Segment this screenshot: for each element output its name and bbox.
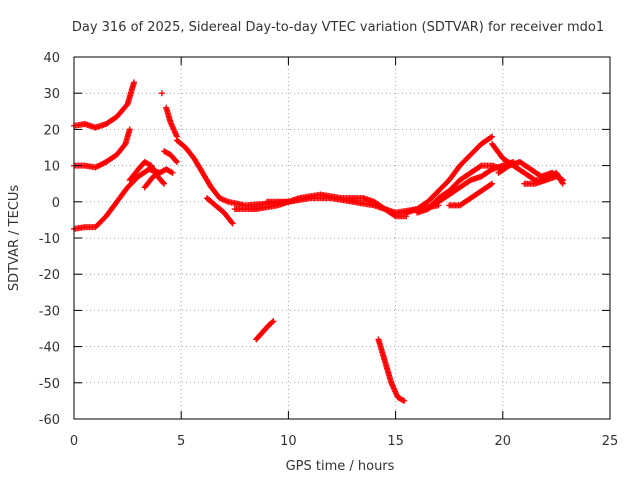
x-tick-label: 0 bbox=[70, 434, 78, 449]
data-point bbox=[399, 397, 406, 404]
x-tick-label: 25 bbox=[602, 434, 619, 449]
x-tick-label: 20 bbox=[495, 434, 512, 449]
data-point bbox=[229, 220, 236, 227]
y-axis-label: SDTVAR / TECUs bbox=[7, 185, 22, 292]
y-tick-label: 30 bbox=[43, 87, 60, 102]
data-point bbox=[126, 126, 133, 133]
chart-title: Day 316 of 2025, Sidereal Day-to-day VTE… bbox=[72, 20, 604, 35]
axis-ticks: -60 -50 -40 -30 -20 -10 0 10 20 30 40 0 5 10 15 20 25 bbox=[39, 51, 619, 449]
series-track-n bbox=[375, 336, 408, 404]
x-tick-label: 15 bbox=[387, 434, 404, 449]
y-tick-label: 10 bbox=[43, 160, 60, 175]
data-point bbox=[161, 180, 168, 187]
data-point bbox=[172, 157, 179, 164]
data-point bbox=[158, 90, 165, 97]
y-tick-label: -20 bbox=[39, 268, 60, 283]
series-track-q bbox=[424, 158, 517, 213]
y-tick-label: -10 bbox=[39, 232, 60, 247]
series-track-e bbox=[141, 166, 176, 191]
data-marks bbox=[71, 79, 566, 404]
data-point bbox=[401, 397, 408, 404]
series-track-a bbox=[71, 79, 138, 131]
data-point bbox=[173, 158, 180, 165]
y-tick-label: -40 bbox=[39, 341, 60, 356]
series-track-o bbox=[403, 133, 496, 216]
series-track-f bbox=[161, 148, 180, 165]
x-axis-label: GPS time / hours bbox=[286, 459, 395, 474]
series-track-h bbox=[163, 104, 180, 140]
data-point bbox=[559, 180, 566, 187]
data-point bbox=[270, 318, 277, 325]
y-tick-label: -60 bbox=[39, 413, 60, 428]
x-tick-label: 5 bbox=[177, 434, 185, 449]
y-tick-label: -50 bbox=[39, 377, 60, 392]
series-track-m bbox=[253, 318, 277, 343]
data-point bbox=[487, 181, 494, 188]
y-tick-label: 20 bbox=[43, 123, 60, 138]
y-tick-label: 0 bbox=[52, 196, 60, 211]
data-point bbox=[168, 169, 175, 176]
series-track-u bbox=[521, 169, 566, 187]
data-point bbox=[489, 180, 496, 187]
series-track-j bbox=[203, 195, 236, 227]
y-tick-label: 40 bbox=[43, 51, 60, 66]
data-point bbox=[131, 79, 138, 86]
data-point bbox=[487, 134, 494, 141]
data-point bbox=[169, 169, 176, 176]
data-point bbox=[489, 133, 496, 140]
data-point bbox=[228, 219, 235, 226]
x-tick-label: 10 bbox=[280, 434, 297, 449]
series-track-c bbox=[71, 166, 163, 232]
data-point bbox=[477, 163, 484, 170]
series-track-d bbox=[126, 158, 168, 187]
series-track-g bbox=[158, 90, 165, 97]
data-point bbox=[160, 179, 167, 186]
y-tick-label: -30 bbox=[39, 304, 60, 319]
data-point bbox=[269, 319, 276, 326]
series-track-b bbox=[71, 126, 133, 171]
series-track-r bbox=[446, 180, 496, 209]
